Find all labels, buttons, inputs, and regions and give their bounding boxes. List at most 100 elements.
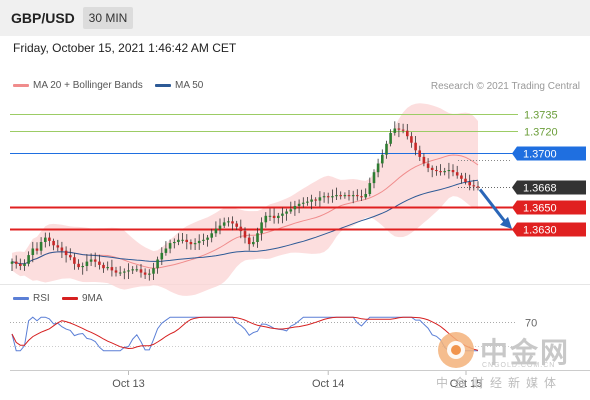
forecast-arrow-head: [500, 216, 512, 229]
candle-body: [10, 261, 14, 264]
candle-body: [443, 171, 446, 173]
chart-header: GBP/USD 30 MIN: [0, 0, 590, 36]
candle-body: [243, 231, 247, 238]
candle-body: [289, 209, 293, 212]
x-tick-label: Oct 14: [312, 378, 344, 390]
candle-body: [468, 182, 471, 186]
candle-body: [264, 215, 268, 223]
candle-body: [281, 213, 284, 216]
candle-body: [73, 257, 76, 264]
candle-body: [460, 175, 463, 179]
candle-body: [23, 263, 26, 266]
candle-body: [301, 202, 305, 204]
forecast-arrow-shaft: [478, 188, 508, 224]
candle-body: [185, 239, 188, 242]
candle-body: [310, 199, 313, 202]
candle-body: [177, 239, 180, 242]
candle-body: [52, 240, 55, 246]
bollinger-band-area: [12, 103, 478, 296]
candle-body: [326, 196, 330, 198]
rsi-ma-legend-label: 9MA: [82, 293, 103, 304]
candle-body: [206, 237, 209, 240]
level-1-3668-label: 1.3668: [523, 183, 557, 195]
level-1-3700-tag: [512, 146, 586, 161]
candle-body: [322, 196, 326, 198]
candle-body: [193, 243, 197, 245]
candle-body: [247, 237, 251, 245]
candle-body: [306, 201, 309, 203]
x-tick-label: Oct 13: [112, 378, 144, 390]
candle-body: [285, 211, 288, 214]
candle-body: [472, 185, 476, 187]
candle-body: [335, 195, 338, 197]
rsi-ma-line: [11, 316, 479, 351]
candle-body: [93, 259, 97, 262]
research-credit: Research © 2021 Trading Central: [430, 81, 580, 92]
timestamp: Friday, October 15, 2021 1:46:42 AM CET: [13, 41, 237, 55]
candle-body: [252, 242, 255, 245]
rsi-legend-label: RSI: [33, 293, 50, 304]
candle-body: [418, 150, 421, 157]
candle-body: [455, 172, 459, 176]
candle-body: [227, 221, 230, 223]
candle-body: [218, 225, 222, 229]
candle-body: [60, 247, 64, 251]
candle-body: [56, 245, 60, 248]
candle-body: [135, 269, 139, 271]
candle-body: [168, 243, 172, 249]
x-tick-label: Oct 15: [450, 378, 482, 390]
candle-body: [239, 226, 243, 232]
candle-body: [381, 154, 384, 164]
candle-body: [314, 199, 317, 201]
candle-body: [389, 132, 392, 144]
level-1-3650-label: 1.3650: [523, 203, 557, 215]
watermark-subtext: CNGOLD.COM.CN: [482, 362, 556, 369]
candles-group: [10, 121, 480, 281]
candle-body: [89, 259, 93, 262]
ma20-legend-swatch: [13, 84, 29, 87]
candle-body: [356, 195, 359, 197]
rsi-ma-legend-swatch: [62, 297, 78, 300]
candle-body: [376, 163, 380, 173]
candle-body: [202, 239, 205, 241]
candle-body: [339, 195, 342, 197]
candle-body: [231, 221, 234, 224]
candle-body: [156, 259, 159, 269]
candle-body: [102, 264, 105, 269]
candle-body: [318, 197, 322, 201]
candle-body: [277, 215, 280, 218]
candle-body: [451, 170, 455, 173]
candle-body: [268, 215, 272, 217]
candle-body: [81, 266, 84, 268]
candle-body: [35, 248, 39, 251]
candle-body: [173, 242, 176, 244]
candle-body: [14, 261, 18, 264]
candle-body: [439, 171, 442, 173]
candle-body: [385, 143, 388, 155]
candle-body: [347, 195, 351, 197]
candle-body: [39, 242, 43, 251]
candle-body: [110, 267, 114, 271]
candle-body: [164, 248, 168, 253]
candle-body: [430, 167, 434, 170]
watermark-cn-text: 中金财经新媒体: [436, 376, 563, 390]
candle-body: [48, 237, 51, 241]
rsi-legend-swatch: [13, 297, 29, 300]
candle-body: [297, 203, 301, 206]
candle-body: [148, 273, 151, 275]
symbol-label: GBP/USD: [11, 10, 75, 26]
candle-body: [351, 195, 355, 197]
candle-body: [293, 206, 297, 210]
candle-body: [331, 196, 334, 198]
candle-body: [44, 237, 47, 242]
timeframe-button[interactable]: 30 MIN: [83, 7, 133, 29]
candle-body: [210, 233, 213, 238]
watermark-text: 中金网: [480, 337, 571, 368]
candle-body: [406, 130, 409, 137]
candle-body: [189, 242, 193, 245]
candle-body: [397, 128, 401, 130]
ma50-legend-swatch: [155, 84, 171, 87]
candle-body: [114, 270, 118, 273]
candle-body: [77, 263, 80, 268]
